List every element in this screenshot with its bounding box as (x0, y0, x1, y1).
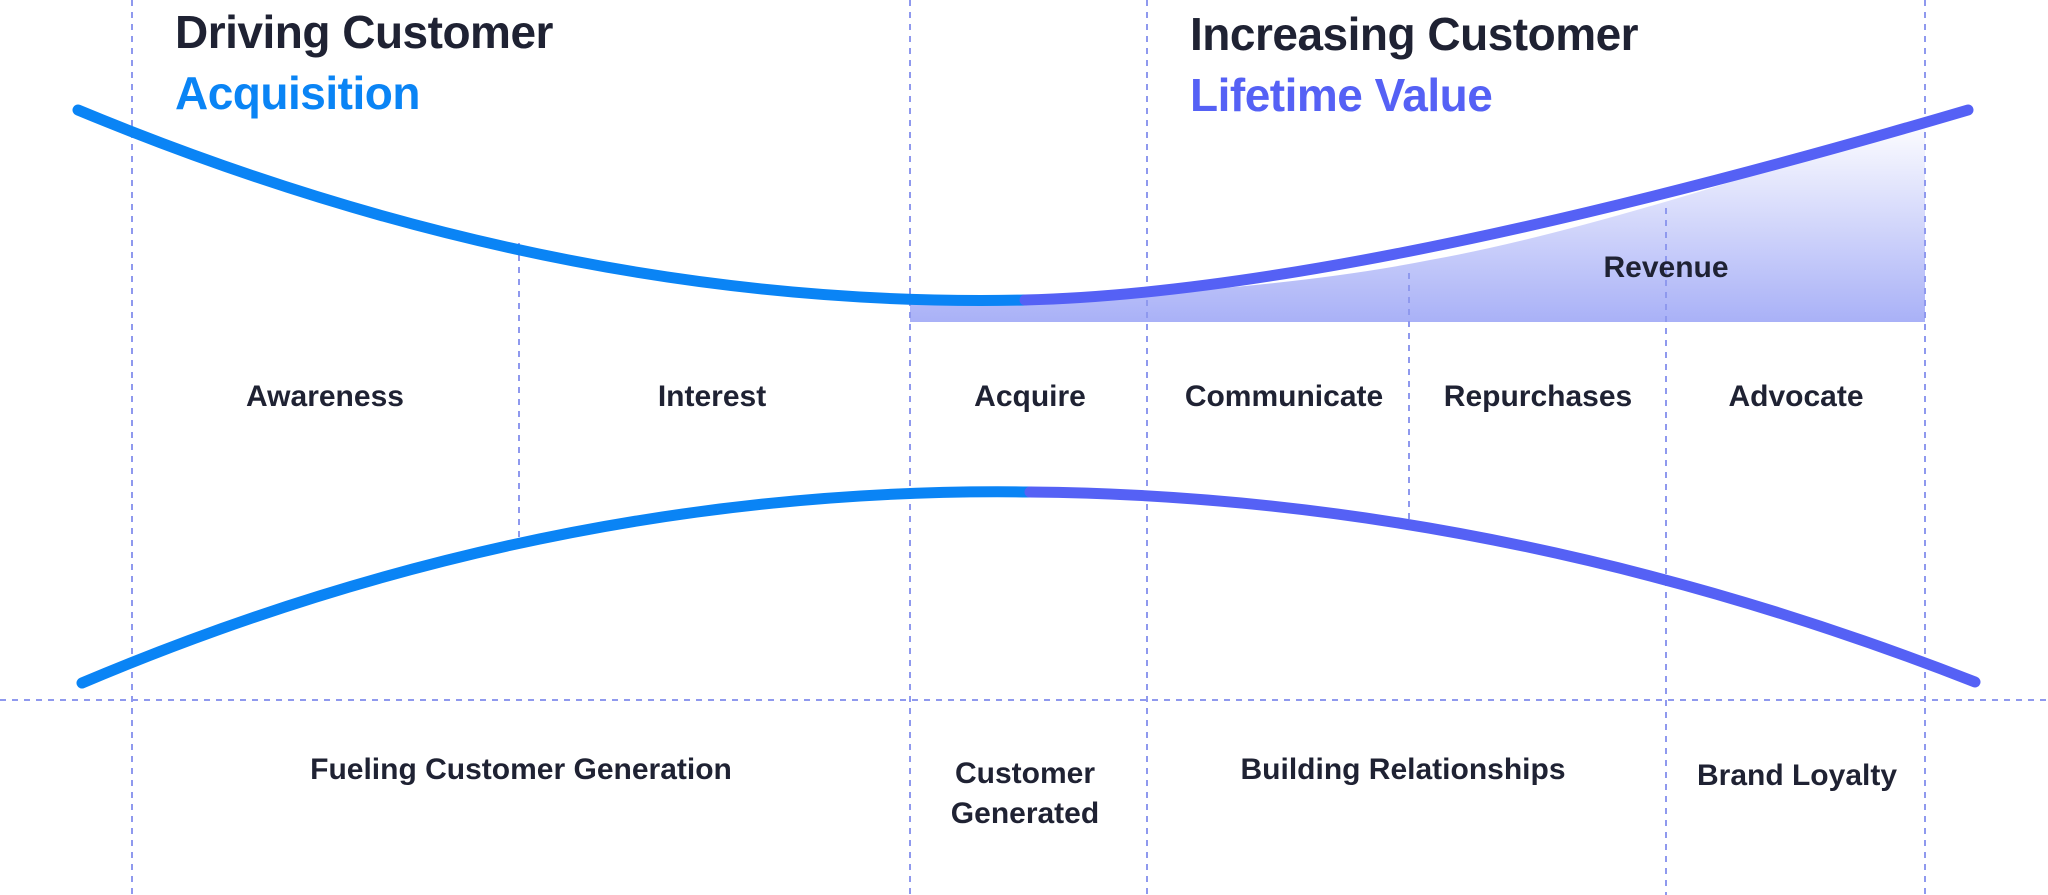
phase-customer-generated: Customer Generated (950, 757, 1100, 830)
revenue-label: Revenue (1603, 251, 1729, 284)
stage-communicate: Communicate (1184, 380, 1384, 413)
heading-acquisition: Driving Customer Acquisition (175, 2, 553, 124)
top-curve-lifetime (1019, 104, 1974, 306)
phase-building-relationships: Building Relationships (1240, 753, 1566, 786)
heading-acquisition-line2: Acquisition (175, 67, 420, 119)
stage-repurchases: Repurchases (1443, 380, 1633, 413)
top-curve-acquisition (72, 104, 1031, 306)
heading-acquisition-line1: Driving Customer (175, 6, 553, 58)
stage-interest: Interest (657, 380, 767, 413)
heading-lifetime-line2: Lifetime Value (1190, 69, 1493, 121)
revenue-area (910, 118, 1925, 322)
heading-lifetime-line1: Increasing Customer (1190, 8, 1639, 60)
stage-advocate: Advocate (1728, 380, 1864, 413)
stage-acquire: Acquire (974, 380, 1086, 413)
phase-fueling-customer-generation: Fueling Customer Generation (310, 753, 732, 786)
bottom-curve-acquisition (76, 486, 1036, 689)
stage-awareness: Awareness (246, 380, 404, 413)
bottom-curve-lifetime (1024, 486, 1981, 688)
phase-brand-loyalty: Brand Loyalty (1696, 759, 1898, 792)
heading-lifetime-value: Increasing Customer Lifetime Value (1190, 4, 1639, 126)
